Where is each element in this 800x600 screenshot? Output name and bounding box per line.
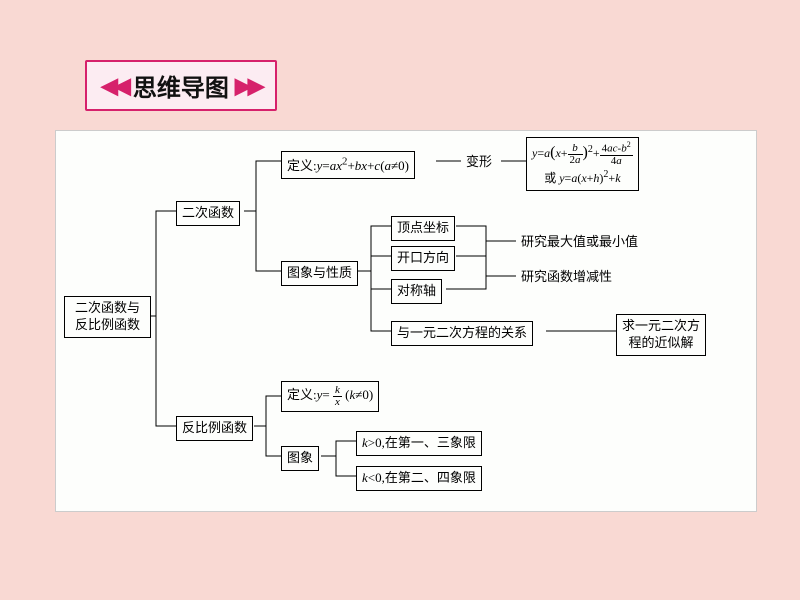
- arrow-right-icon: ▶▶: [235, 73, 261, 99]
- node-graph-label: 图象: [287, 450, 313, 465]
- node-maxmin-label: 研究最大值或最小值: [521, 234, 638, 249]
- node-k-positive-label: k>0,在第一、三象限: [362, 435, 476, 450]
- vertex-form-line2: 或 y=a(x+h)2+k: [544, 171, 620, 185]
- node-vertex: 顶点坐标: [391, 216, 455, 241]
- node-k-negative: k<0,在第二、四象限: [356, 466, 482, 491]
- node-inv-definition: 定义:y= kx (k≠0): [281, 381, 379, 412]
- node-relation-label: 与一元二次方程的关系: [397, 325, 527, 340]
- node-k-negative-label: k<0,在第二、四象限: [362, 470, 476, 485]
- header-badge: ◀◀ 思维导图 ▶▶: [85, 60, 277, 111]
- arrow-left-icon: ◀◀: [101, 73, 127, 99]
- node-transform-label: 变形: [466, 154, 492, 169]
- inv-def-text: 定义:y= kx (k≠0): [287, 387, 373, 402]
- node-monotone-label: 研究函数增减性: [521, 269, 612, 284]
- node-transform: 变形: [461, 151, 497, 174]
- node-axis: 对称轴: [391, 279, 442, 304]
- mindmap-diagram: 二次函数与反比例函数 二次函数 定义:y=ax2+bx+c(a≠0) 变形 y=…: [55, 130, 757, 512]
- node-quad-definition: 定义:y=ax2+bx+c(a≠0): [281, 151, 415, 179]
- vertex-form-line1: y=a(x+b2a)2+4ac-b24a: [532, 146, 633, 160]
- header-title: 思维导图: [133, 68, 229, 103]
- node-graph: 图象: [281, 446, 319, 471]
- node-relation: 与一元二次方程的关系: [391, 321, 533, 346]
- node-inverse-label: 反比例函数: [182, 420, 247, 435]
- node-maxmin: 研究最大值或最小值: [516, 231, 643, 254]
- node-quadratic: 二次函数: [176, 201, 240, 226]
- node-vertex-label: 顶点坐标: [397, 220, 449, 235]
- node-monotone: 研究函数增减性: [516, 266, 617, 289]
- node-k-positive: k>0,在第一、三象限: [356, 431, 482, 456]
- node-opening-label: 开口方向: [397, 250, 449, 265]
- quad-def-text: 定义:y=ax2+bx+c(a≠0): [287, 158, 409, 173]
- node-vertex-form: y=a(x+b2a)2+4ac-b24a 或 y=a(x+h)2+k: [526, 137, 639, 191]
- node-graph-properties-label: 图象与性质: [287, 265, 352, 280]
- node-inverse: 反比例函数: [176, 416, 253, 441]
- node-root: 二次函数与反比例函数: [64, 296, 151, 338]
- node-axis-label: 对称轴: [397, 283, 436, 298]
- node-approx-label: 求一元二次方程的近似解: [622, 318, 700, 350]
- node-quadratic-label: 二次函数: [182, 205, 234, 220]
- node-root-label: 二次函数与反比例函数: [75, 300, 140, 332]
- node-graph-properties: 图象与性质: [281, 261, 358, 286]
- node-approx: 求一元二次方程的近似解: [616, 314, 706, 356]
- node-opening: 开口方向: [391, 246, 455, 271]
